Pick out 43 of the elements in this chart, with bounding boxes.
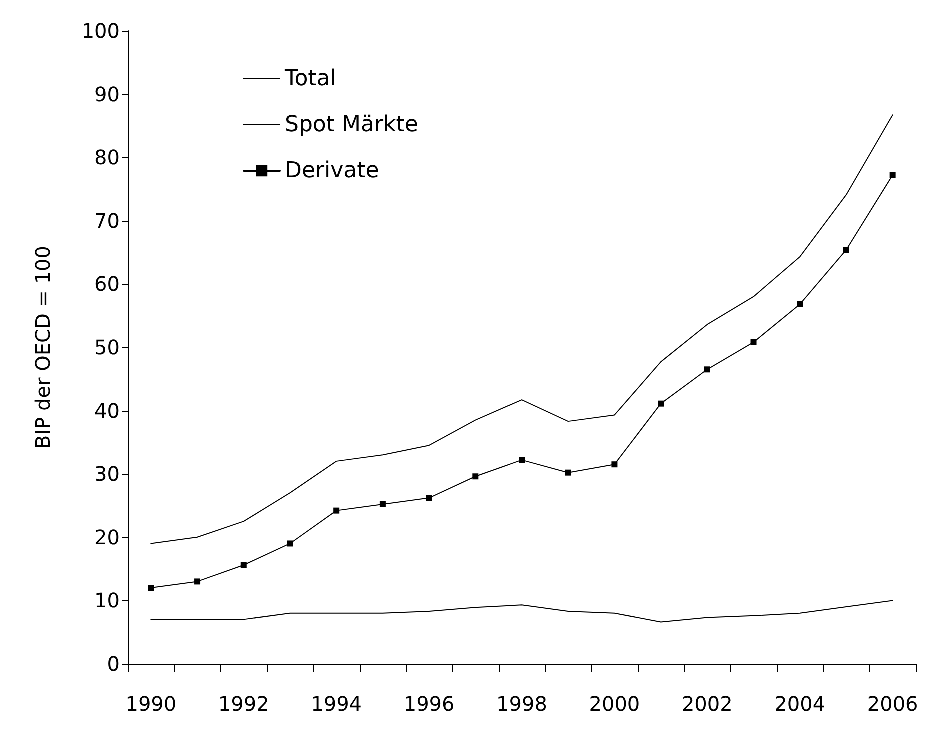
point bbox=[843, 247, 850, 254]
legend-label: Derivate bbox=[285, 158, 380, 184]
x-tick-label: 2002 bbox=[682, 692, 733, 716]
x-tick-label: 1990 bbox=[126, 692, 177, 716]
y-tick-label: 20 bbox=[94, 525, 120, 550]
point bbox=[194, 578, 201, 585]
point bbox=[612, 462, 618, 468]
y-tick-label: 30 bbox=[94, 462, 120, 486]
y-tick-label: 70 bbox=[94, 208, 120, 233]
x-tick-label: 2006 bbox=[867, 692, 918, 716]
line-series bbox=[150, 114, 894, 544]
point bbox=[797, 301, 804, 308]
x-tick-label: 1998 bbox=[496, 692, 548, 716]
y-tick-label: 50 bbox=[94, 336, 120, 360]
y-axis-title: BIP der OECD = 100 bbox=[31, 246, 55, 450]
point bbox=[750, 339, 757, 346]
y-tick-label: 60 bbox=[94, 272, 120, 296]
point bbox=[658, 400, 664, 407]
point bbox=[472, 474, 479, 480]
point bbox=[426, 495, 432, 502]
y-tick-label: 100 bbox=[82, 19, 120, 43]
legend-label: Total bbox=[284, 66, 336, 92]
point bbox=[148, 585, 154, 592]
y-tick-label: 0 bbox=[107, 652, 120, 676]
y-tick-label: 40 bbox=[94, 398, 120, 423]
x-tick-label: 1992 bbox=[218, 692, 270, 716]
x-tick-label: 2004 bbox=[774, 692, 826, 716]
point bbox=[890, 172, 896, 178]
point bbox=[240, 562, 247, 568]
x-tick-label: 1994 bbox=[311, 692, 362, 716]
y-tick-label: 80 bbox=[94, 146, 120, 170]
point bbox=[704, 366, 710, 373]
x-tick-label: 1996 bbox=[404, 692, 455, 716]
line-series bbox=[150, 600, 894, 623]
y-tick-label: 10 bbox=[94, 588, 120, 613]
point bbox=[565, 470, 572, 476]
x-tick-label: 2000 bbox=[589, 692, 640, 716]
point bbox=[334, 508, 340, 514]
point bbox=[287, 540, 294, 547]
point bbox=[519, 457, 525, 464]
point bbox=[380, 501, 386, 508]
y-tick-label: 90 bbox=[94, 82, 120, 106]
legend-label: Spot Märkte bbox=[285, 112, 418, 138]
